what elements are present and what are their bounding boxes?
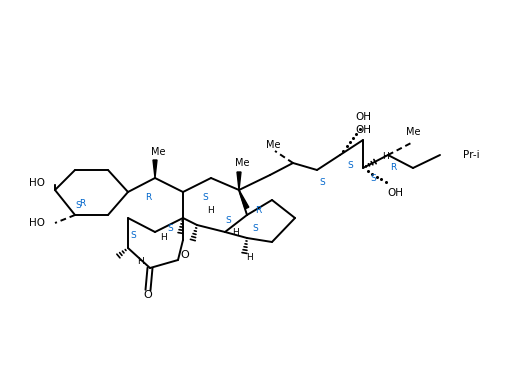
Polygon shape: [153, 160, 157, 178]
Text: R: R: [390, 162, 396, 171]
Text: S: S: [167, 223, 173, 233]
Text: R: R: [145, 193, 151, 201]
Text: Me: Me: [266, 140, 280, 150]
Text: H: H: [136, 257, 143, 266]
Text: HO: HO: [29, 218, 45, 228]
Text: H: H: [232, 227, 238, 236]
Text: Me: Me: [406, 127, 420, 137]
Text: H: H: [207, 206, 213, 214]
Text: OH: OH: [355, 112, 371, 122]
Text: S: S: [347, 161, 353, 170]
Text: HO: HO: [29, 178, 45, 188]
Text: S: S: [130, 230, 136, 240]
Polygon shape: [237, 172, 241, 190]
Text: S: S: [202, 193, 208, 201]
Text: O: O: [181, 250, 190, 260]
Text: S: S: [252, 223, 258, 233]
Text: S: S: [225, 216, 231, 224]
Polygon shape: [239, 190, 249, 209]
Text: R: R: [255, 206, 261, 214]
Text: OH: OH: [355, 125, 371, 135]
Text: OH: OH: [387, 188, 403, 198]
Text: R: R: [79, 198, 85, 207]
Text: S: S: [75, 200, 81, 210]
Text: Pr-i: Pr-i: [463, 150, 479, 160]
Text: S: S: [319, 177, 325, 187]
Text: H: H: [246, 253, 252, 262]
Text: H: H: [382, 151, 388, 161]
Text: Me: Me: [235, 158, 249, 168]
Text: H: H: [160, 233, 166, 242]
Text: Me: Me: [151, 147, 165, 157]
Text: S: S: [370, 174, 376, 183]
Text: O: O: [144, 290, 152, 300]
